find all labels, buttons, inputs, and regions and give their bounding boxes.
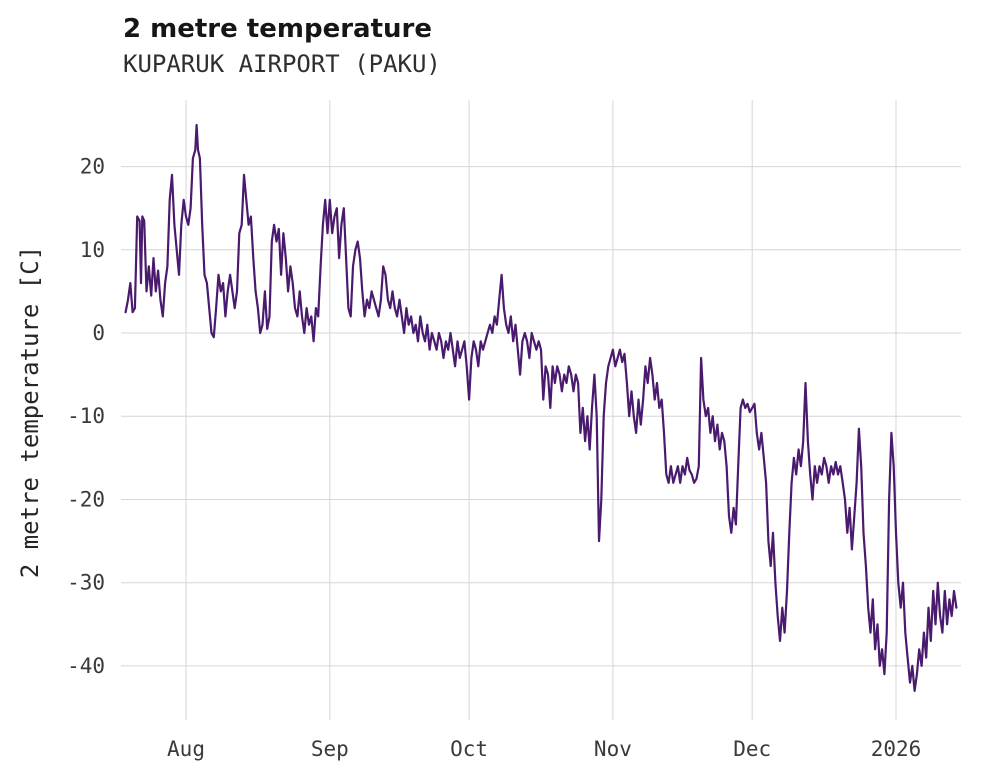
x-tick-label: Aug [167,737,205,761]
y-axis-label: 2 metre temperature [C] [16,245,44,579]
y-tick-label: -10 [67,404,105,428]
chart-title: 2 metre temperature [123,14,432,44]
x-tick-label: Nov [594,737,632,761]
y-tick-label: 0 [92,321,105,345]
x-tick-label: Oct [450,737,488,761]
y-tick-label: -20 [67,488,105,512]
y-tick-label: -30 [67,571,105,595]
y-tick-label: -40 [67,654,105,678]
chart-subtitle: KUPARUK AIRPORT (PAKU) [123,50,441,78]
x-tick-label: 2026 [871,737,922,761]
y-tick-label: 20 [80,155,105,179]
x-tick-label: Dec [733,737,771,761]
x-tick-label: Sep [311,737,349,761]
temperature-line [124,123,958,692]
y-tick-label: 10 [80,238,105,262]
